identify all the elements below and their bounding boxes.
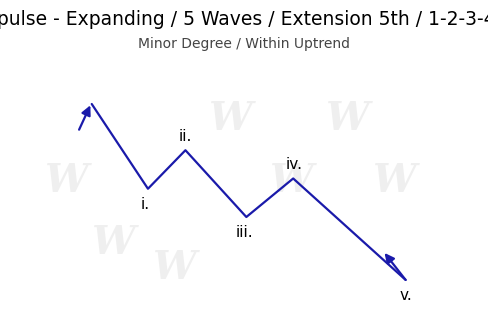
Text: Impulse - Expanding / 5 Waves / Extension 5th / 1-2-3-4-5: Impulse - Expanding / 5 Waves / Extensio…: [0, 10, 488, 29]
Text: W: W: [91, 224, 135, 262]
Text: iv.: iv.: [286, 157, 303, 172]
Text: Minor Degree / Within Uptrend: Minor Degree / Within Uptrend: [138, 37, 350, 51]
Text: W: W: [208, 100, 252, 138]
Text: v.: v.: [399, 288, 412, 303]
Text: ii.: ii.: [179, 129, 192, 143]
Text: W: W: [269, 162, 313, 200]
Text: W: W: [325, 100, 369, 138]
Text: W: W: [152, 249, 196, 287]
Text: W: W: [372, 162, 416, 200]
Text: i.: i.: [141, 197, 150, 212]
Text: W: W: [44, 162, 88, 200]
Text: iii.: iii.: [236, 225, 254, 240]
